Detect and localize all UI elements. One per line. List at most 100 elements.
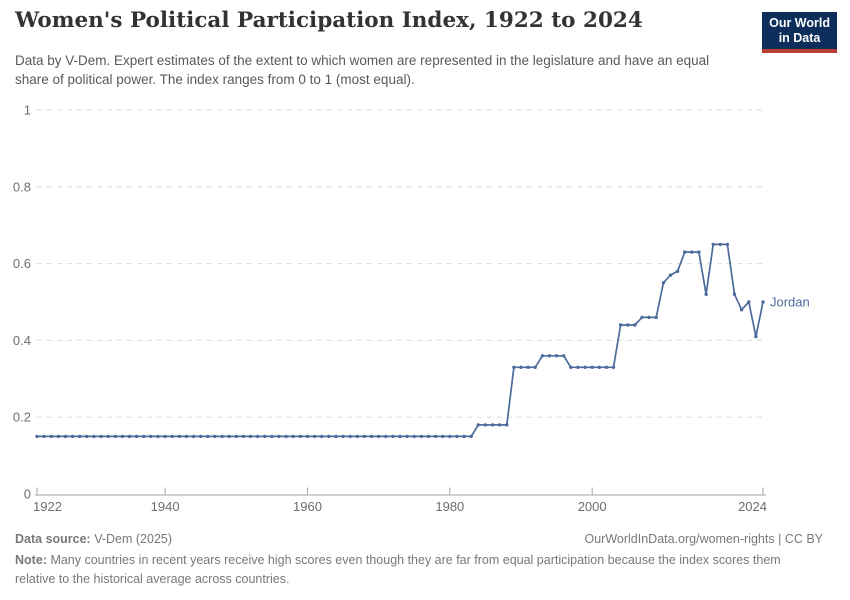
data-point[interactable] <box>526 365 530 369</box>
data-point[interactable] <box>668 273 673 277</box>
data-point[interactable] <box>433 434 438 439</box>
data-point[interactable] <box>248 434 253 439</box>
data-point[interactable] <box>704 292 708 296</box>
data-point[interactable] <box>284 434 288 439</box>
data-point[interactable] <box>448 434 452 439</box>
data-point[interactable] <box>149 434 153 439</box>
data-point[interactable] <box>497 423 502 427</box>
data-point[interactable] <box>640 315 644 320</box>
data-point[interactable] <box>376 434 381 439</box>
data-point[interactable] <box>184 434 189 439</box>
data-point[interactable] <box>120 434 125 439</box>
data-point[interactable] <box>540 354 545 358</box>
data-point[interactable] <box>611 365 616 369</box>
data-point[interactable] <box>291 434 295 439</box>
data-point[interactable] <box>412 434 416 439</box>
data-point[interactable] <box>99 434 103 439</box>
line-chart-plot[interactable]: 0 0.2 0.4 0.6 0.8 1 1922 1940 1960 1980 2000 2024 Jo… <box>0 0 850 526</box>
data-point[interactable] <box>405 434 409 439</box>
data-point[interactable] <box>697 250 701 254</box>
data-point[interactable] <box>177 434 182 439</box>
data-point[interactable] <box>419 434 424 439</box>
data-point[interactable] <box>483 423 488 427</box>
data-point[interactable] <box>327 434 331 439</box>
data-point[interactable] <box>134 434 139 439</box>
data-point[interactable] <box>92 434 96 439</box>
data-point[interactable] <box>597 365 601 369</box>
data-point[interactable] <box>512 365 516 369</box>
data-point[interactable] <box>547 354 552 358</box>
data-point[interactable] <box>739 308 744 312</box>
data-point[interactable] <box>576 365 580 369</box>
data-point[interactable] <box>163 434 167 439</box>
data-point[interactable] <box>683 250 687 254</box>
data-point[interactable] <box>63 434 68 439</box>
data-point[interactable] <box>156 434 160 439</box>
data-point[interactable] <box>562 354 566 358</box>
data-point[interactable] <box>206 434 210 439</box>
data-point[interactable] <box>277 434 281 439</box>
data-point[interactable] <box>490 423 495 427</box>
data-point[interactable] <box>569 365 573 369</box>
data-point[interactable] <box>49 434 53 439</box>
data-point[interactable] <box>355 434 359 439</box>
data-point[interactable] <box>590 365 594 369</box>
data-point[interactable] <box>675 269 680 273</box>
data-point[interactable] <box>583 365 587 369</box>
data-point[interactable] <box>334 434 338 439</box>
data-point[interactable] <box>618 323 623 327</box>
data-point[interactable] <box>747 300 751 304</box>
data-point[interactable] <box>312 434 317 439</box>
data-point[interactable] <box>220 434 224 439</box>
data-point[interactable] <box>476 423 480 427</box>
data-point[interactable] <box>441 434 445 439</box>
data-point[interactable] <box>142 434 146 439</box>
data-point[interactable] <box>384 434 388 439</box>
data-point[interactable] <box>647 315 651 320</box>
data-point[interactable] <box>199 434 203 439</box>
data-point[interactable] <box>369 434 374 439</box>
data-point[interactable] <box>519 365 523 369</box>
data-point[interactable] <box>341 434 345 439</box>
data-point[interactable] <box>398 434 402 439</box>
rights-link[interactable]: OurWorldInData.org/women-rights | CC BY <box>584 532 823 546</box>
data-point[interactable] <box>462 434 466 439</box>
data-point[interactable] <box>505 423 509 427</box>
data-point[interactable] <box>234 434 238 439</box>
data-point[interactable] <box>305 434 310 439</box>
data-point[interactable] <box>213 434 217 439</box>
data-point[interactable] <box>711 242 715 247</box>
data-point[interactable] <box>761 300 765 304</box>
data-point[interactable] <box>241 434 246 439</box>
data-point[interactable] <box>732 292 737 296</box>
data-point[interactable] <box>362 434 367 439</box>
data-point[interactable] <box>42 434 46 439</box>
data-point[interactable] <box>718 242 722 247</box>
data-point[interactable] <box>426 434 431 439</box>
data-point[interactable] <box>469 434 473 439</box>
data-point[interactable] <box>113 434 118 439</box>
data-point[interactable] <box>263 434 267 439</box>
data-point[interactable] <box>35 434 39 439</box>
data-point[interactable] <box>270 434 274 439</box>
data-point[interactable] <box>255 434 260 439</box>
series-entity-label[interactable]: Jordan <box>770 295 810 310</box>
data-point[interactable] <box>455 434 459 439</box>
data-point[interactable] <box>298 434 303 439</box>
data-point[interactable] <box>654 315 658 320</box>
data-point[interactable] <box>191 434 196 439</box>
data-point[interactable] <box>633 323 637 327</box>
data-point[interactable] <box>56 434 61 439</box>
data-point[interactable] <box>127 434 132 439</box>
data-point[interactable] <box>690 250 694 254</box>
data-point[interactable] <box>661 281 666 285</box>
data-point[interactable] <box>170 434 174 439</box>
owid-logo[interactable]: Our World in Data <box>762 12 837 53</box>
data-point[interactable] <box>626 323 630 327</box>
data-point[interactable] <box>85 434 89 439</box>
data-point[interactable] <box>227 434 231 439</box>
data-point[interactable] <box>604 365 609 369</box>
data-point[interactable] <box>78 434 82 439</box>
data-point[interactable] <box>554 354 559 358</box>
data-point[interactable] <box>348 434 352 439</box>
